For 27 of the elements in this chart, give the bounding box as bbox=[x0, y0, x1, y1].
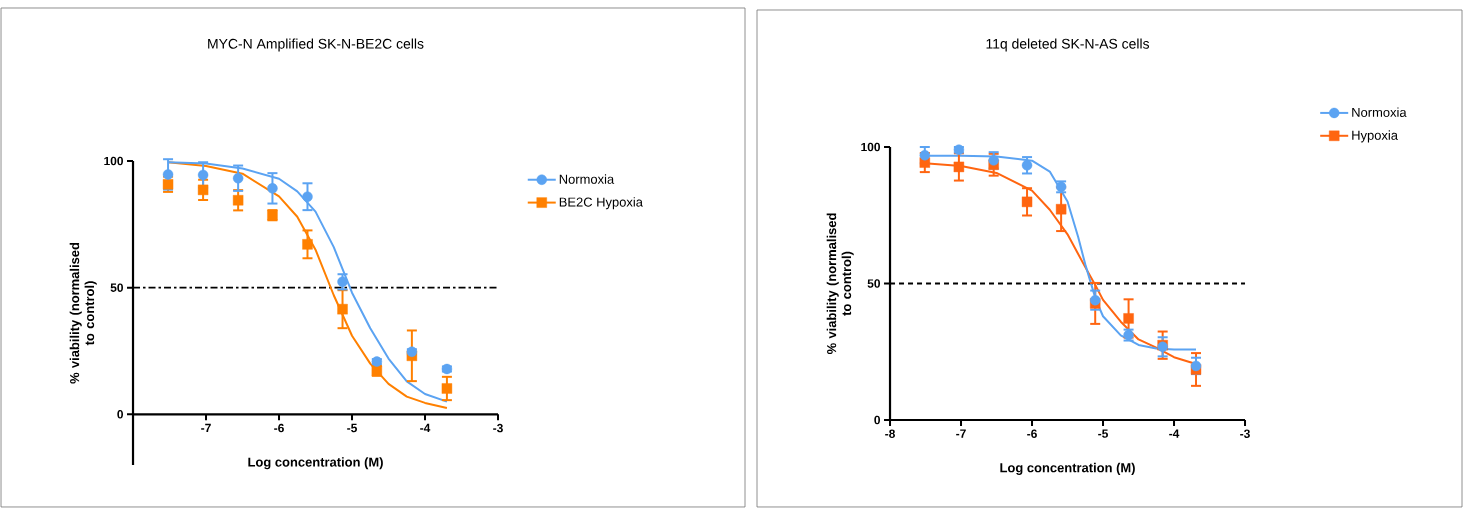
x-tick-label: -8 bbox=[885, 429, 895, 438]
x-tick-label: -4 bbox=[1169, 429, 1180, 438]
x-tick-label: -5 bbox=[347, 423, 357, 433]
chart-title: 11q deleted SK-N-AS cells bbox=[986, 38, 1150, 52]
y-axis-title: % viability (normalised to control) bbox=[69, 242, 97, 384]
x-axis-title: Log concentration (M) bbox=[1000, 462, 1135, 475]
y-tick-label: 0 bbox=[117, 410, 123, 419]
y-tick-label: 100 bbox=[861, 142, 880, 152]
y-tick-label: 50 bbox=[867, 279, 880, 288]
y-axis-title: % viability (normalised to control) bbox=[826, 213, 854, 355]
y-tick-label: 0 bbox=[874, 415, 881, 425]
legend-label: Normoxia bbox=[559, 174, 615, 184]
x-tick-label: -3 bbox=[493, 423, 503, 433]
x-tick-label: -4 bbox=[420, 423, 431, 433]
x-tick-label: -7 bbox=[201, 423, 211, 433]
x-tick-label: -6 bbox=[274, 423, 284, 433]
x-tick-label: -7 bbox=[956, 429, 966, 438]
x-tick-label: -6 bbox=[1027, 429, 1037, 438]
x-tick-label: -5 bbox=[1098, 429, 1108, 438]
y-tick-label: 50 bbox=[110, 283, 123, 292]
legend-label: Normoxia bbox=[1352, 107, 1407, 117]
x-tick-label: -3 bbox=[1240, 429, 1250, 438]
chart-title: MYC-N Amplified SK-N-BE2C cells bbox=[208, 38, 424, 52]
y-tick-label: 100 bbox=[104, 156, 123, 166]
legend-label: Hypoxia bbox=[1352, 130, 1398, 143]
x-axis-title: Log concentration (M) bbox=[248, 457, 383, 470]
legend-label: BE2C Hypoxia bbox=[559, 197, 643, 210]
